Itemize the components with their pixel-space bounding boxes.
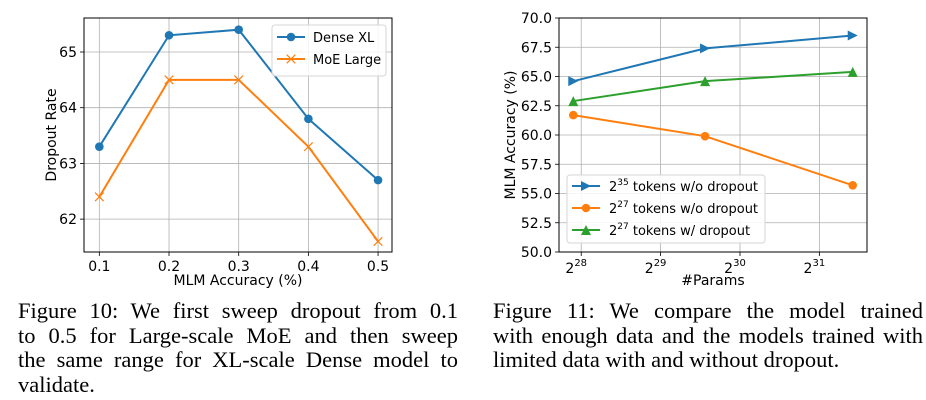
chart-params-vs-accuracy: 228 229 230 23150.052.555.057.560.062.565.0… <box>503 11 868 289</box>
legend-item: Dense XL <box>277 31 375 46</box>
tick-base: 2 <box>565 261 574 277</box>
legend-label: 235 tokens w/o dropout <box>609 178 758 195</box>
y-tick-label: 62 <box>59 212 77 228</box>
data-point <box>700 43 711 54</box>
legend-label: 227 tokens w/ dropout <box>609 222 750 239</box>
x-axis-label: #Params <box>681 273 744 289</box>
y-tick-label: 55.0 <box>521 187 552 203</box>
caption-line: the same range for XL-scale Dense model … <box>18 347 458 372</box>
x-axis-label: MLM Accuracy (%) <box>173 273 302 289</box>
data-point <box>373 236 383 247</box>
x-tick-label: 228 <box>565 258 587 277</box>
caption-line: with enough data and the models trained … <box>493 322 923 348</box>
data-point <box>304 114 313 124</box>
x-tick-label: 0.1 <box>88 259 110 275</box>
x-tick-label: 0.2 <box>158 259 180 275</box>
legend-item: 235 tokens w/o dropout <box>572 178 758 195</box>
marker-stroke <box>164 75 174 85</box>
x-tick-label: 229 <box>645 258 667 277</box>
y-tick-label: 64 <box>59 101 77 117</box>
x-tick-label: 0.5 <box>367 259 389 275</box>
figure-11-caption: Figure 11: We compare the model trained … <box>493 298 923 373</box>
legend-rest: tokens w/o dropout <box>629 180 758 195</box>
data-point <box>568 76 579 87</box>
data-point <box>700 76 711 87</box>
tick-base: 2 <box>645 261 654 277</box>
marker-stroke <box>286 54 296 64</box>
caption-line: Figure 10: We first sweep dropout from 0… <box>18 298 458 323</box>
legend-rest: tokens w/ dropout <box>629 224 750 239</box>
legend-item: MoE Large <box>277 53 381 68</box>
tick-exponent: 30 <box>733 258 746 269</box>
marker-stroke <box>303 141 314 152</box>
legend-rest: tokens w/o dropout <box>629 202 758 217</box>
data-point <box>700 131 710 141</box>
caption-line: to 0.5 for Large-scale MoE and then swee… <box>18 322 458 348</box>
y-tick-label: 60.0 <box>521 128 552 144</box>
legend-marker <box>581 225 591 235</box>
data-point <box>94 192 105 202</box>
legend-base: 2 <box>609 202 617 217</box>
legend-marker <box>581 181 591 191</box>
y-tick-label: 57.5 <box>521 157 552 173</box>
data-point <box>303 141 314 152</box>
legend: Dense XL MoE Large <box>271 24 387 77</box>
legend-label: 227 tokens w/o dropout <box>609 200 758 217</box>
legend-label: MoE Large <box>313 53 381 68</box>
x-tick-label: 0.3 <box>228 259 250 275</box>
data-point <box>847 66 858 77</box>
legend-base: 2 <box>609 180 617 195</box>
marker-stroke <box>373 236 383 247</box>
y-tick-label: 65 <box>59 45 77 61</box>
legend-exponent: 35 <box>617 178 628 188</box>
marker-stroke <box>94 192 105 202</box>
y-tick-label: 50.0 <box>521 245 552 261</box>
y-tick-label: 65.0 <box>521 70 552 86</box>
legend-box <box>566 174 766 244</box>
x-tick-label: 0.4 <box>297 259 319 275</box>
y-tick-label: 52.5 <box>521 216 552 232</box>
y-tick-label: 67.5 <box>521 40 552 56</box>
figure-10-caption: Figure 10: We first sweep dropout from 0… <box>18 298 458 397</box>
tick-base: 2 <box>804 261 813 277</box>
legend-marker <box>286 54 296 64</box>
plot-frame <box>83 17 393 253</box>
legend-marker <box>581 203 591 213</box>
x-tick-label: 231 <box>804 258 826 277</box>
data-point <box>95 142 104 151</box>
x-tick-label: 230 <box>724 258 746 277</box>
data-point <box>847 30 858 41</box>
legend-base: 2 <box>609 224 617 239</box>
data-point <box>568 110 578 120</box>
y-axis-label: MLM Accuracy (%) <box>503 70 519 199</box>
legend-marker <box>286 32 296 42</box>
tick-exponent: 31 <box>812 258 825 269</box>
y-tick-label: 62.5 <box>521 99 552 115</box>
data-point <box>848 181 858 190</box>
data-point <box>164 30 174 40</box>
data-point <box>234 25 243 34</box>
legend-exponent: 27 <box>617 222 628 232</box>
figure-charts: 0.1 0.2 0.3 0.4 0.5 62 63 64 65 MLM Accuracy (%) D… <box>44 11 868 289</box>
tick-exponent: 29 <box>654 258 667 269</box>
caption-line: validate. <box>18 371 95 397</box>
legend-label: Dense XL <box>313 31 375 46</box>
y-axis-label: Dropout Rate <box>44 88 60 181</box>
chart-dropout-sweep: 0.1 0.2 0.3 0.4 0.5 62 63 64 65 MLM Accuracy (%) D… <box>44 17 393 289</box>
legend-item: 227 tokens w/ dropout <box>572 222 750 239</box>
data-point <box>233 75 244 85</box>
data-point <box>164 75 174 85</box>
y-tick-label: 63 <box>59 156 77 172</box>
caption-line: limited data with and without dropout. <box>493 347 840 372</box>
tick-base: 2 <box>724 261 733 277</box>
caption-line: Figure 11: We compare the model trained <box>493 298 923 323</box>
legend-item: 227 tokens w/o dropout <box>572 200 758 217</box>
marker-stroke <box>233 75 244 85</box>
y-tick-label: 70.0 <box>521 11 552 27</box>
data-point <box>568 96 579 107</box>
legend-exponent: 27 <box>617 200 628 210</box>
tick-exponent: 28 <box>574 258 587 269</box>
data-point <box>373 175 383 185</box>
